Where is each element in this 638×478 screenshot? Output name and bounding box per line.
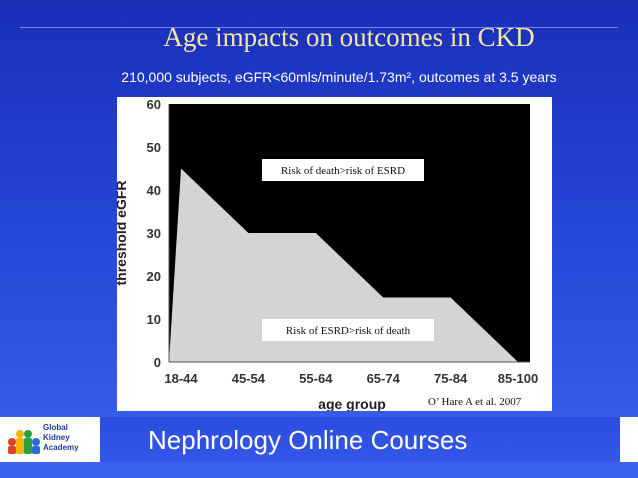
- y-tick-label: 30: [147, 226, 161, 241]
- esrd-region-label-box: [262, 319, 434, 341]
- slide-subtitle: 210,000 subjects, eGFR<60mls/minute/1.73…: [121, 69, 557, 85]
- y-tick-label: 40: [147, 183, 161, 198]
- slide-title: Age impacts on outcomes in CKD: [163, 22, 535, 52]
- death-region-label-box: [262, 159, 424, 181]
- x-tick-label: 18-44: [164, 371, 198, 386]
- y-tick-label: 60: [147, 97, 161, 112]
- y-tick-label: 10: [147, 312, 161, 327]
- x-tick-label: 55-64: [299, 371, 333, 386]
- esrd-risk-region: [169, 168, 518, 362]
- y-axis-title: threshold eGFR: [117, 180, 129, 285]
- y-tick-label: 50: [147, 140, 161, 155]
- x-tick-label: 85-100: [498, 371, 538, 386]
- x-axis-title: age group: [318, 396, 386, 411]
- chart-panel: 0 10 20 30 40 50 60 18-44 45-54 55-64 65-74 75-84 8…: [117, 97, 552, 411]
- x-tick-label: 45-54: [232, 371, 266, 386]
- citation: O’ Hare A et al. 2007: [428, 396, 522, 408]
- y-tick-label: 20: [147, 269, 161, 284]
- chart-svg: 0 10 20 30 40 50 60 18-44 45-54 55-64 65-74 75-84 8…: [117, 97, 538, 411]
- title-rule: [20, 27, 618, 28]
- esrd-region-label: Risk of ESRD>risk of death: [286, 325, 411, 337]
- logo-text: Global Kidney Academy: [43, 423, 79, 452]
- y-tick-labels: 0 10 20 30 40 50 60: [147, 97, 161, 370]
- global-kidney-academy-logo: Global Kidney Academy: [5, 420, 97, 460]
- footer-title: Nephrology Online Courses: [148, 425, 468, 455]
- footer-bar: [100, 417, 620, 462]
- x-tick-labels: 18-44 45-54 55-64 65-74 75-84 85-100: [164, 371, 538, 386]
- y-tick-label: 0: [154, 355, 161, 370]
- x-tick-label: 75-84: [434, 371, 468, 386]
- death-region-label: Risk of death>risk of ESRD: [281, 165, 405, 177]
- kidney-logo-icon: [8, 430, 40, 454]
- x-tick-label: 65-74: [367, 371, 401, 386]
